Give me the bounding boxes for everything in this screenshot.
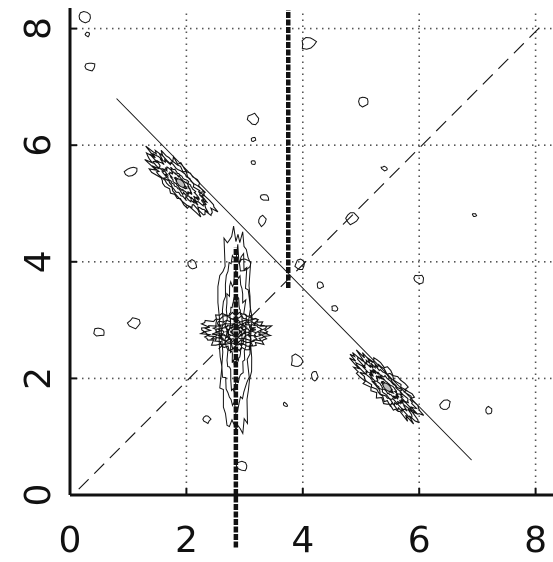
x-tick-label: 2 (175, 520, 198, 561)
contour-ring (354, 356, 419, 419)
contour-ring (227, 295, 244, 366)
contour-ring (149, 152, 209, 214)
stripe-layer (233, 10, 291, 548)
noise-contour (123, 166, 138, 177)
noise-contour (187, 259, 198, 270)
noise-contour (246, 112, 260, 126)
noise-contour (84, 62, 96, 72)
noise-contour (202, 415, 212, 425)
peak-core (175, 178, 186, 188)
contour-ring (224, 269, 247, 394)
noise-contour (485, 405, 493, 415)
peak-core (382, 382, 392, 392)
noise-contour (331, 305, 339, 312)
reference-lines (78, 25, 542, 490)
noise-contour (316, 281, 325, 290)
contour-ring (374, 375, 400, 400)
noise-contour (282, 401, 289, 407)
y-tick-label: 4 (18, 250, 59, 273)
noise-contour (259, 194, 270, 201)
contour-layer (78, 10, 493, 472)
noise-contour (290, 353, 304, 367)
x-tick-label: 6 (408, 520, 431, 561)
noise-contour (250, 160, 256, 165)
contour-ring (217, 226, 253, 436)
noise-contour (439, 399, 451, 410)
noise-contour (258, 214, 267, 228)
x-tick-label: 8 (524, 520, 547, 561)
y-tick-label: 8 (18, 17, 59, 40)
tick-layer: 0 2 4 6 8 0 2 4 6 8 (18, 17, 547, 561)
contour-ring (160, 166, 201, 203)
contour-ring (224, 326, 248, 338)
contour-ring (349, 349, 425, 425)
noise-contour (93, 327, 105, 337)
x-tick-label: 0 (59, 520, 82, 561)
noise-contour (310, 370, 319, 382)
noise-contour (238, 258, 252, 272)
grid-lines (70, 11, 553, 495)
noise-contour (471, 213, 478, 218)
noise-contour (126, 317, 141, 330)
noise-contour (301, 36, 318, 50)
noise-contour (345, 212, 360, 226)
noise-contour (84, 31, 90, 38)
axes (68, 8, 553, 497)
noise-contour (250, 136, 257, 143)
contour-ring (368, 368, 407, 405)
diagonal-line (78, 25, 542, 490)
x-tick-label: 4 (291, 520, 314, 561)
y-tick-label: 6 (18, 134, 59, 157)
y-tick-label: 2 (18, 367, 59, 390)
contour-ring (220, 244, 252, 415)
noise-contour (78, 10, 91, 24)
contour-ring (156, 158, 207, 207)
noise-contour (358, 96, 369, 108)
noise-contour (413, 274, 425, 285)
y-tick-label: 0 (18, 484, 59, 507)
noise-contour (380, 165, 388, 172)
noise-contour (294, 258, 305, 270)
contour-ring (168, 169, 193, 196)
